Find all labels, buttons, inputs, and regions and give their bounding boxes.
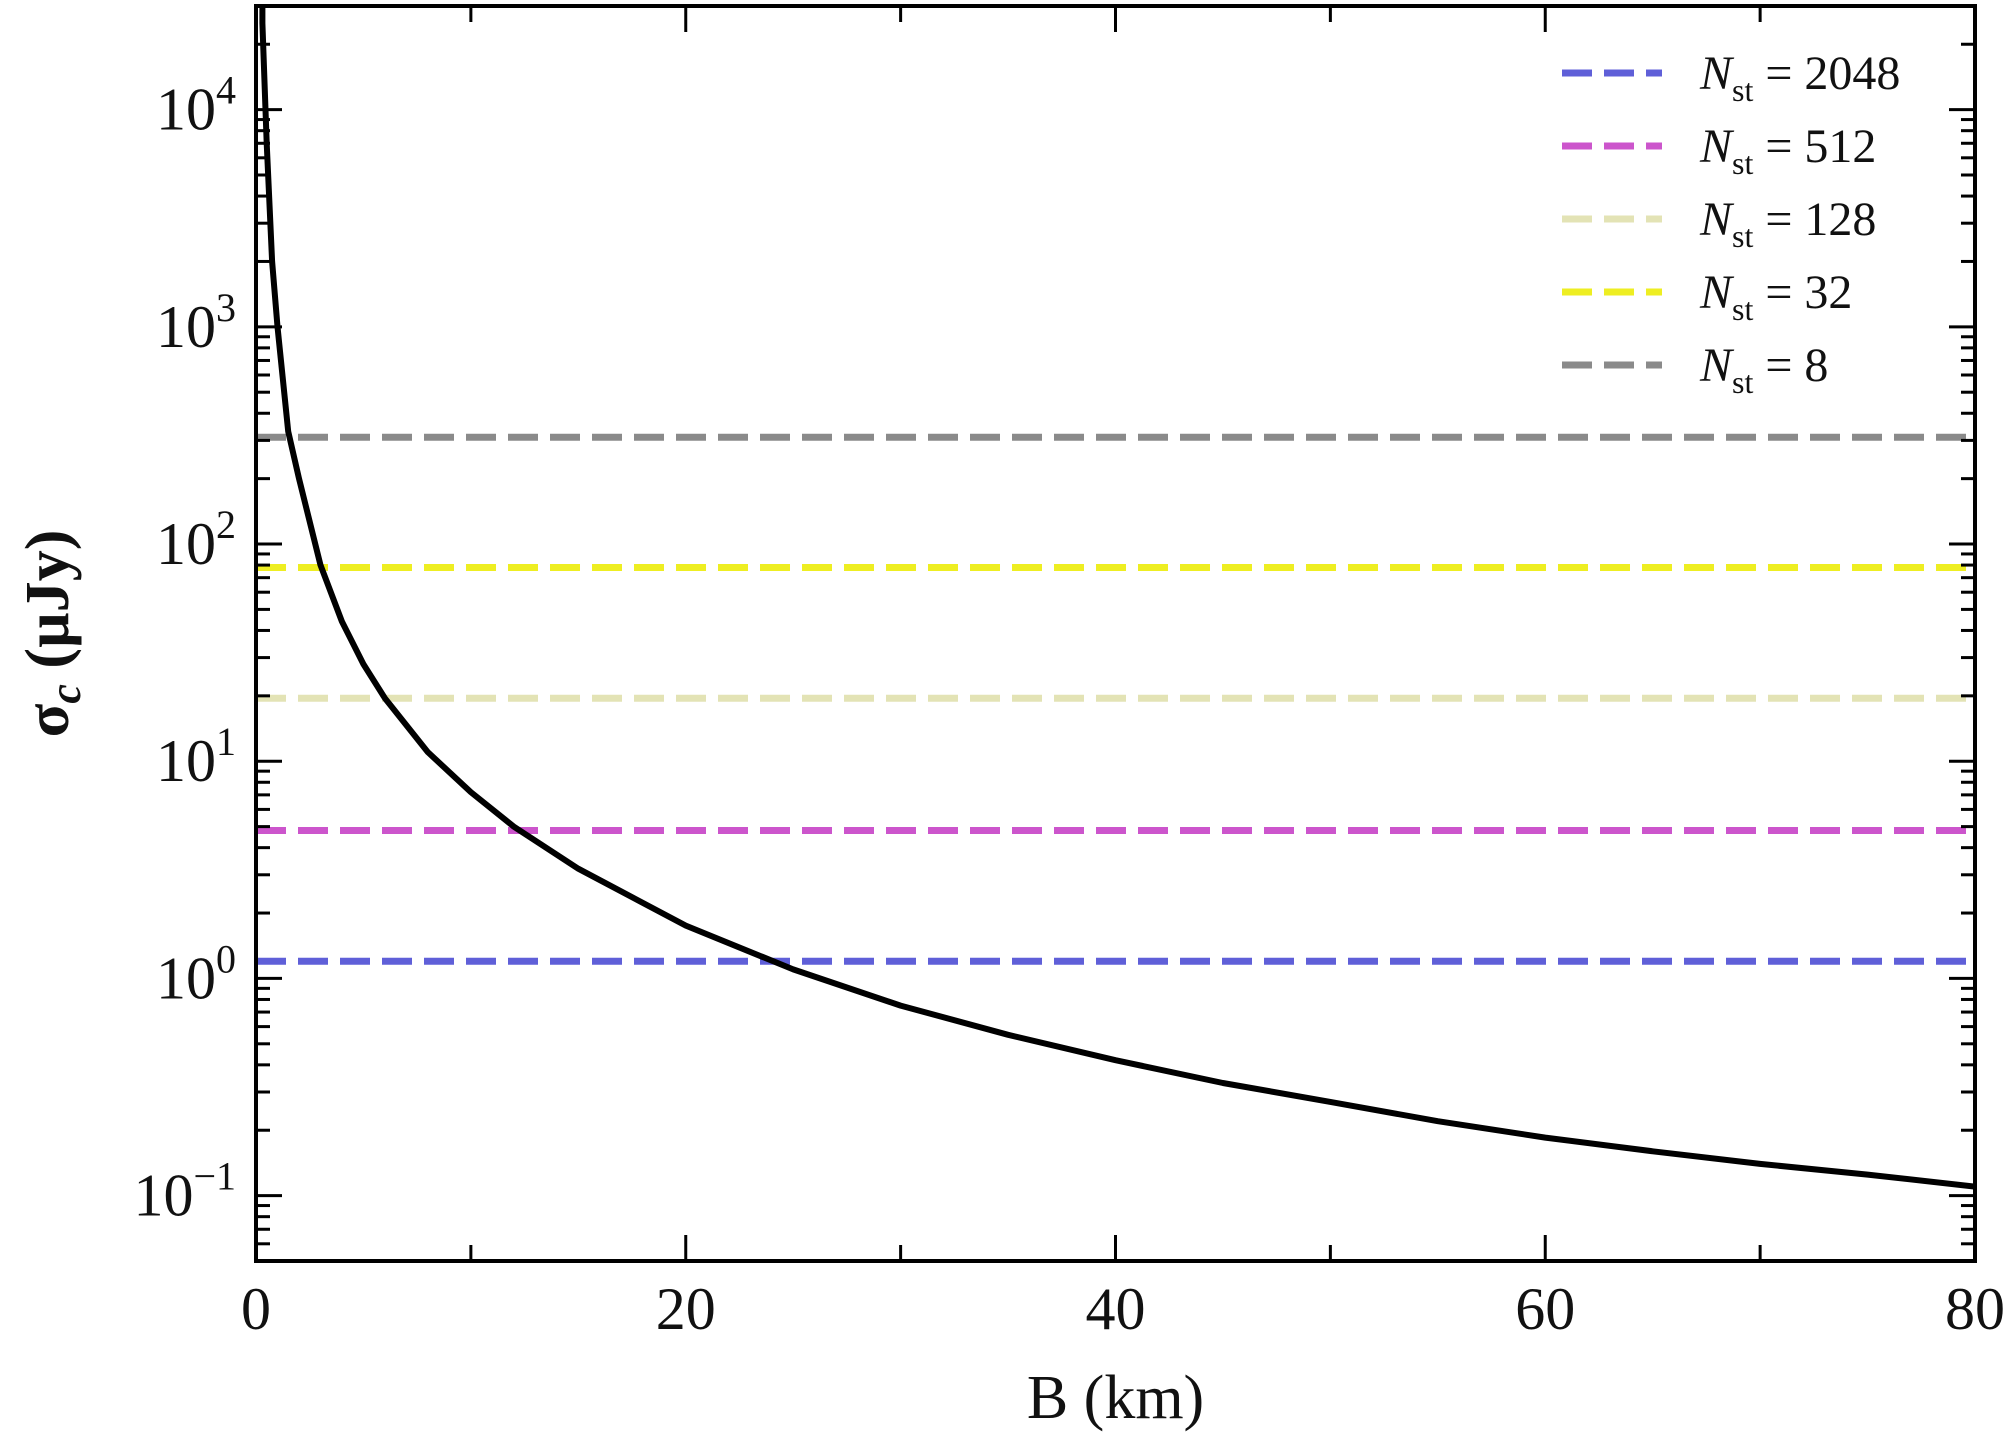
legend-item: Nst = 2048 bbox=[1562, 47, 1900, 108]
y-axis-title-subscript: c bbox=[41, 684, 90, 704]
legend: Nst = 2048 Nst = 512 Nst = 128 Nst = 32 Nst … bbox=[1562, 47, 1900, 400]
x-tick-label: 0 bbox=[241, 1276, 271, 1342]
x-tick-label: 20 bbox=[656, 1276, 716, 1342]
legend-label: Nst = 512 bbox=[1699, 120, 1876, 181]
y-tick-label: 10−1 bbox=[133, 1154, 236, 1229]
y-tick-label: 104 bbox=[156, 68, 236, 143]
legend-label: Nst = 128 bbox=[1699, 193, 1876, 254]
legend-label: Nst = 8 bbox=[1699, 339, 1828, 400]
x-tick-label: 40 bbox=[1086, 1276, 1146, 1342]
legend-label: Nst = 32 bbox=[1699, 266, 1852, 327]
legend-label: Nst = 2048 bbox=[1699, 47, 1900, 108]
x-axis-title: B (km) bbox=[1027, 1364, 1204, 1432]
lines-layer bbox=[256, 6, 1975, 1190]
legend-item: Nst = 128 bbox=[1562, 193, 1876, 254]
y-axis-title-symbol: σ bbox=[14, 703, 82, 737]
labels-layer: 0 20 40 60 80 10−1 100 101 102 103 104 bbox=[133, 68, 2005, 1342]
legend-item: Nst = 32 bbox=[1562, 266, 1852, 327]
y-axis-title: σc (µJy) bbox=[14, 530, 90, 738]
y-axis-title-unit: (µJy) bbox=[14, 530, 82, 685]
y-tick-label: 103 bbox=[156, 285, 236, 360]
y-tick-label: 101 bbox=[156, 719, 236, 794]
legend-item: Nst = 8 bbox=[1562, 339, 1828, 400]
plot-frame bbox=[254, 4, 1977, 1263]
sigma-curve bbox=[259, 6, 1975, 1190]
y-tick-label: 102 bbox=[156, 502, 236, 577]
x-tick-label: 80 bbox=[1945, 1276, 2005, 1342]
y-tick-label: 100 bbox=[156, 936, 236, 1011]
x-tick-label: 60 bbox=[1515, 1276, 1575, 1342]
legend-item: Nst = 512 bbox=[1562, 120, 1876, 181]
